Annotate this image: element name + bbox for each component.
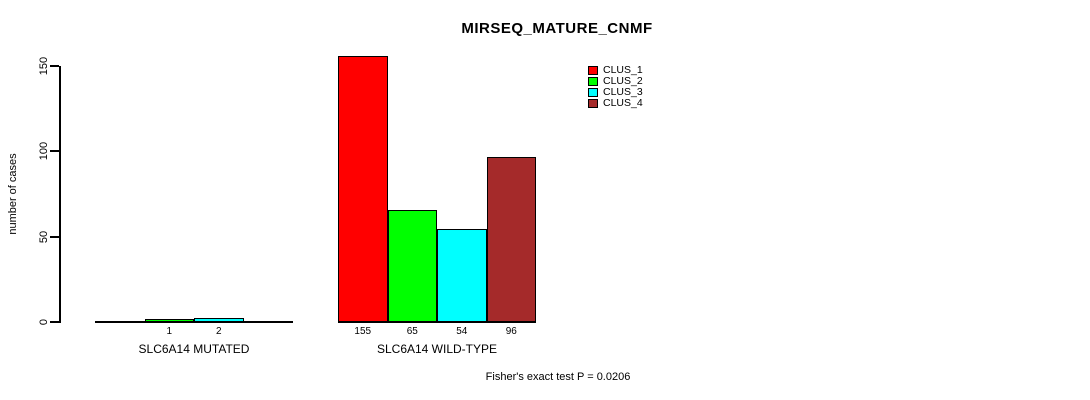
y-tick <box>50 65 59 67</box>
legend-swatch-clus-2 <box>588 77 598 86</box>
chart-title: MIRSEQ_MATURE_CNMF <box>461 20 653 37</box>
y-tick <box>50 235 59 238</box>
bar-clus-3-slc6a14-wild-type <box>437 229 487 322</box>
bar-clus-4-slc6a14-wild-type <box>486 157 536 322</box>
y-tick-label: 0 <box>38 318 50 326</box>
bar-clus-2-slc6a14-mutated <box>144 319 194 322</box>
bar-value-label: 1 <box>166 326 173 337</box>
bar-value-label: 96 <box>505 326 517 337</box>
legend-label: CLUS_3 <box>603 86 643 98</box>
legend-label: CLUS_2 <box>603 75 643 87</box>
legend-label: CLUS_1 <box>603 64 643 76</box>
bar-value-label: 65 <box>406 326 418 337</box>
legend-item-clus-3: CLUS_3 <box>588 87 643 98</box>
footnote-pvalue: Fisher's exact test P = 0.0206 <box>485 371 631 383</box>
bar-value-label: 155 <box>354 326 372 337</box>
legend-swatch-clus-1 <box>588 66 598 75</box>
group-baseline <box>95 321 293 323</box>
legend-item-clus-1: CLUS_1 <box>588 65 643 76</box>
y-tick-label: 150 <box>38 56 50 76</box>
legend-item-clus-2: CLUS_2 <box>588 76 643 87</box>
y-tick <box>50 321 59 323</box>
legend-label: CLUS_4 <box>603 97 643 109</box>
bar-clus-1-slc6a14-wild-type <box>338 56 388 322</box>
y-tick-label: 50 <box>38 230 50 243</box>
group-baseline <box>338 321 536 323</box>
bar-clus-3-slc6a14-mutated <box>194 318 244 322</box>
legend-swatch-clus-3 <box>588 88 598 97</box>
y-axis-label: number of cases <box>7 153 19 235</box>
bar-value-label: 54 <box>456 326 468 337</box>
y-tick <box>50 150 59 153</box>
group-label-slc6a14-mutated: SLC6A14 MUTATED <box>138 342 250 356</box>
legend: CLUS_1 CLUS_2 CLUS_3 CLUS_4 <box>588 65 643 109</box>
bar-clus-2-slc6a14-wild-type <box>387 210 437 322</box>
bar-value-label: 2 <box>215 326 222 337</box>
legend-swatch-clus-4 <box>588 99 598 108</box>
group-label-slc6a14-wild-type: SLC6A14 WILD-TYPE <box>376 342 498 356</box>
y-tick-label: 100 <box>38 142 50 161</box>
legend-item-clus-4: CLUS_4 <box>588 98 643 109</box>
y-axis-line <box>59 66 61 323</box>
